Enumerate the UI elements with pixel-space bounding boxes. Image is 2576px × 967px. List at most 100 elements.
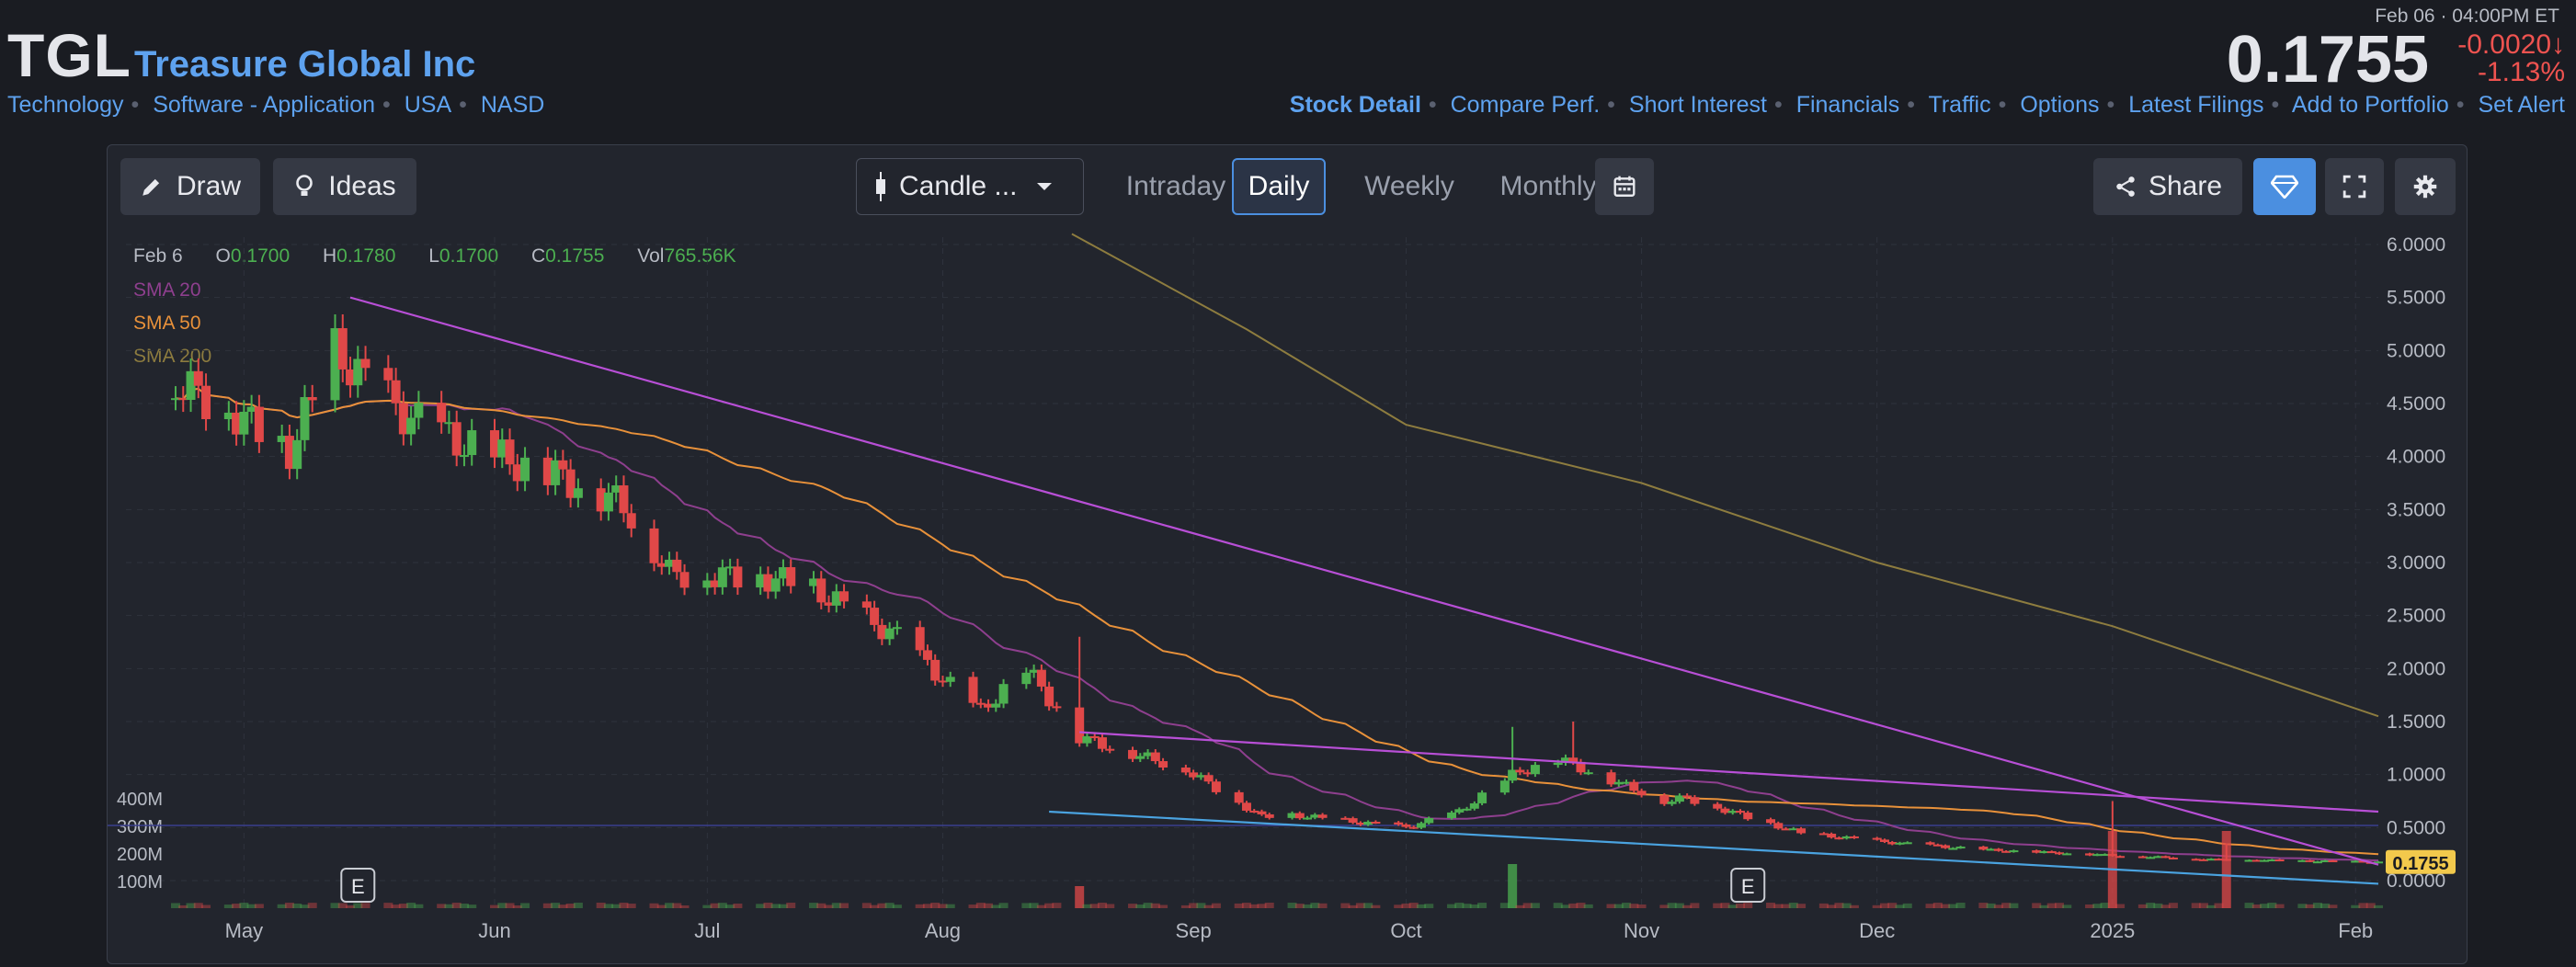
nav-traffic[interactable]: Traffic	[1928, 92, 1991, 118]
tag-separator: •	[459, 92, 467, 118]
settings-button[interactable]	[2395, 158, 2456, 215]
candle-body	[459, 455, 469, 458]
nav-latest-filings[interactable]: Latest Filings	[2128, 92, 2264, 118]
chart-type-select[interactable]: Candle ...	[856, 158, 1084, 215]
pencil-icon	[140, 175, 164, 199]
draw-button[interactable]: Draw	[120, 158, 260, 215]
candle-body	[892, 627, 902, 630]
candle-body	[1189, 772, 1199, 778]
x-tick-label: Dec	[1859, 919, 1895, 942]
volume-bar	[603, 904, 613, 908]
volume-bar	[254, 904, 264, 908]
candle-body	[1879, 839, 1889, 843]
candle-body	[1128, 749, 1138, 759]
volume-bar	[1713, 903, 1723, 908]
volume-bar	[2374, 904, 2383, 908]
candle-body	[1394, 822, 1404, 825]
y-tick-label: 5.5000	[2387, 288, 2445, 309]
candle-body	[1895, 842, 1905, 845]
candle-body	[307, 397, 317, 401]
candle-body	[2244, 859, 2254, 862]
candle-body	[679, 572, 690, 588]
candle-body	[1044, 686, 1054, 707]
candle-body	[1941, 845, 1951, 848]
candle-body	[2032, 850, 2042, 853]
volume-bar	[1052, 903, 1062, 908]
nav-short-interest[interactable]: Short Interest	[1628, 92, 1767, 118]
candle-body	[1515, 769, 1525, 773]
nav-set-alert[interactable]: Set Alert	[2478, 92, 2566, 118]
nav-financials[interactable]: Financials	[1795, 92, 1900, 118]
volume-bar	[861, 903, 872, 908]
candle-body	[201, 385, 211, 420]
nav-options[interactable]: Options	[2020, 92, 2100, 118]
candle-body	[2001, 850, 2012, 853]
volume-bar	[2009, 903, 2019, 908]
tag-country[interactable]: USA	[404, 92, 452, 118]
x-tick-label: Nov	[1624, 919, 1659, 942]
tab-weekly[interactable]: Weekly	[1364, 171, 1454, 201]
nav-add-to-portfolio[interactable]: Add to Portfolio	[2291, 92, 2449, 118]
tab-monthly[interactable]: Monthly	[1499, 171, 1597, 201]
nav-compare-perf[interactable]: Compare Perf.	[1450, 92, 1601, 118]
premium-button[interactable]	[2253, 158, 2316, 215]
tag-exchange[interactable]: NASD	[480, 92, 545, 118]
candle-body	[1317, 814, 1328, 818]
volume-bar	[383, 903, 393, 908]
candle-body	[824, 602, 834, 606]
share-button[interactable]: Share	[2093, 158, 2242, 215]
change-percent: -1.13%	[2477, 57, 2565, 87]
volume-bar	[1978, 903, 1989, 908]
candle-body	[467, 430, 477, 456]
volume-bar	[467, 904, 477, 908]
candle-body	[991, 703, 1001, 708]
company-name[interactable]: Treasure Global Inc	[134, 44, 476, 85]
candle-body	[573, 488, 583, 498]
volume-bar	[223, 904, 234, 908]
volume-bar	[490, 904, 500, 908]
candle-body	[1553, 762, 1563, 766]
ohlc-low-key: L	[428, 245, 439, 267]
tab-intraday[interactable]: Intraday	[1125, 171, 1226, 201]
volume-bar	[1895, 904, 1905, 908]
volume-bar	[497, 903, 507, 908]
candle-body	[702, 580, 712, 588]
calendar-button[interactable]	[1595, 158, 1654, 215]
nav-separator: •	[2106, 92, 2115, 118]
candle-body	[2039, 851, 2049, 854]
candle-body	[360, 358, 370, 369]
candle-body	[558, 460, 568, 470]
volume-bar	[1310, 903, 1320, 908]
candle-body	[2305, 859, 2315, 862]
candle-body	[725, 566, 735, 569]
volume-bar	[1029, 903, 1039, 908]
candle-body	[2092, 854, 2103, 857]
candle-body	[292, 439, 302, 470]
price-chart[interactable]: 6.0000 5.5000 5.0000 4.5000 4.0000 3.5000 3.00…	[108, 145, 2467, 963]
support-trendline	[1049, 810, 2379, 885]
candle-body	[1211, 781, 1221, 792]
candle-body	[2260, 859, 2270, 862]
candle-body	[2137, 856, 2148, 859]
volume-bar	[1021, 903, 1032, 908]
fullscreen-button[interactable]	[2325, 158, 2384, 215]
candle-body	[1925, 842, 1935, 845]
tab-daily[interactable]: Daily	[1232, 158, 1326, 215]
candle-body	[520, 457, 530, 482]
tag-sector[interactable]: Technology	[7, 92, 124, 118]
candle-body	[1408, 826, 1419, 829]
candle-body	[1872, 837, 1882, 840]
volume-bar	[353, 903, 363, 908]
volume-bar	[2244, 903, 2254, 908]
candle-body	[2312, 861, 2322, 864]
nav-stock-detail[interactable]: Stock Detail	[1289, 92, 1421, 118]
volume-bar	[1036, 904, 1046, 908]
tag-industry[interactable]: Software - Application	[153, 92, 375, 118]
volume-bar	[1135, 904, 1146, 908]
ideas-button[interactable]: Ideas	[273, 158, 416, 215]
volume-bar	[2100, 903, 2110, 908]
candle-body	[1203, 775, 1214, 782]
mid-trendline	[1079, 731, 2379, 813]
volume-bar	[778, 904, 788, 908]
volume-bar	[2160, 904, 2171, 908]
